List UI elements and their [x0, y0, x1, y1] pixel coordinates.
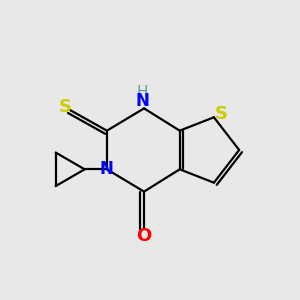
Text: O: O [136, 227, 152, 245]
Text: N: N [100, 160, 114, 178]
Text: S: S [59, 98, 72, 116]
Text: N: N [136, 92, 149, 110]
Text: H: H [137, 85, 148, 100]
Text: S: S [215, 105, 228, 123]
